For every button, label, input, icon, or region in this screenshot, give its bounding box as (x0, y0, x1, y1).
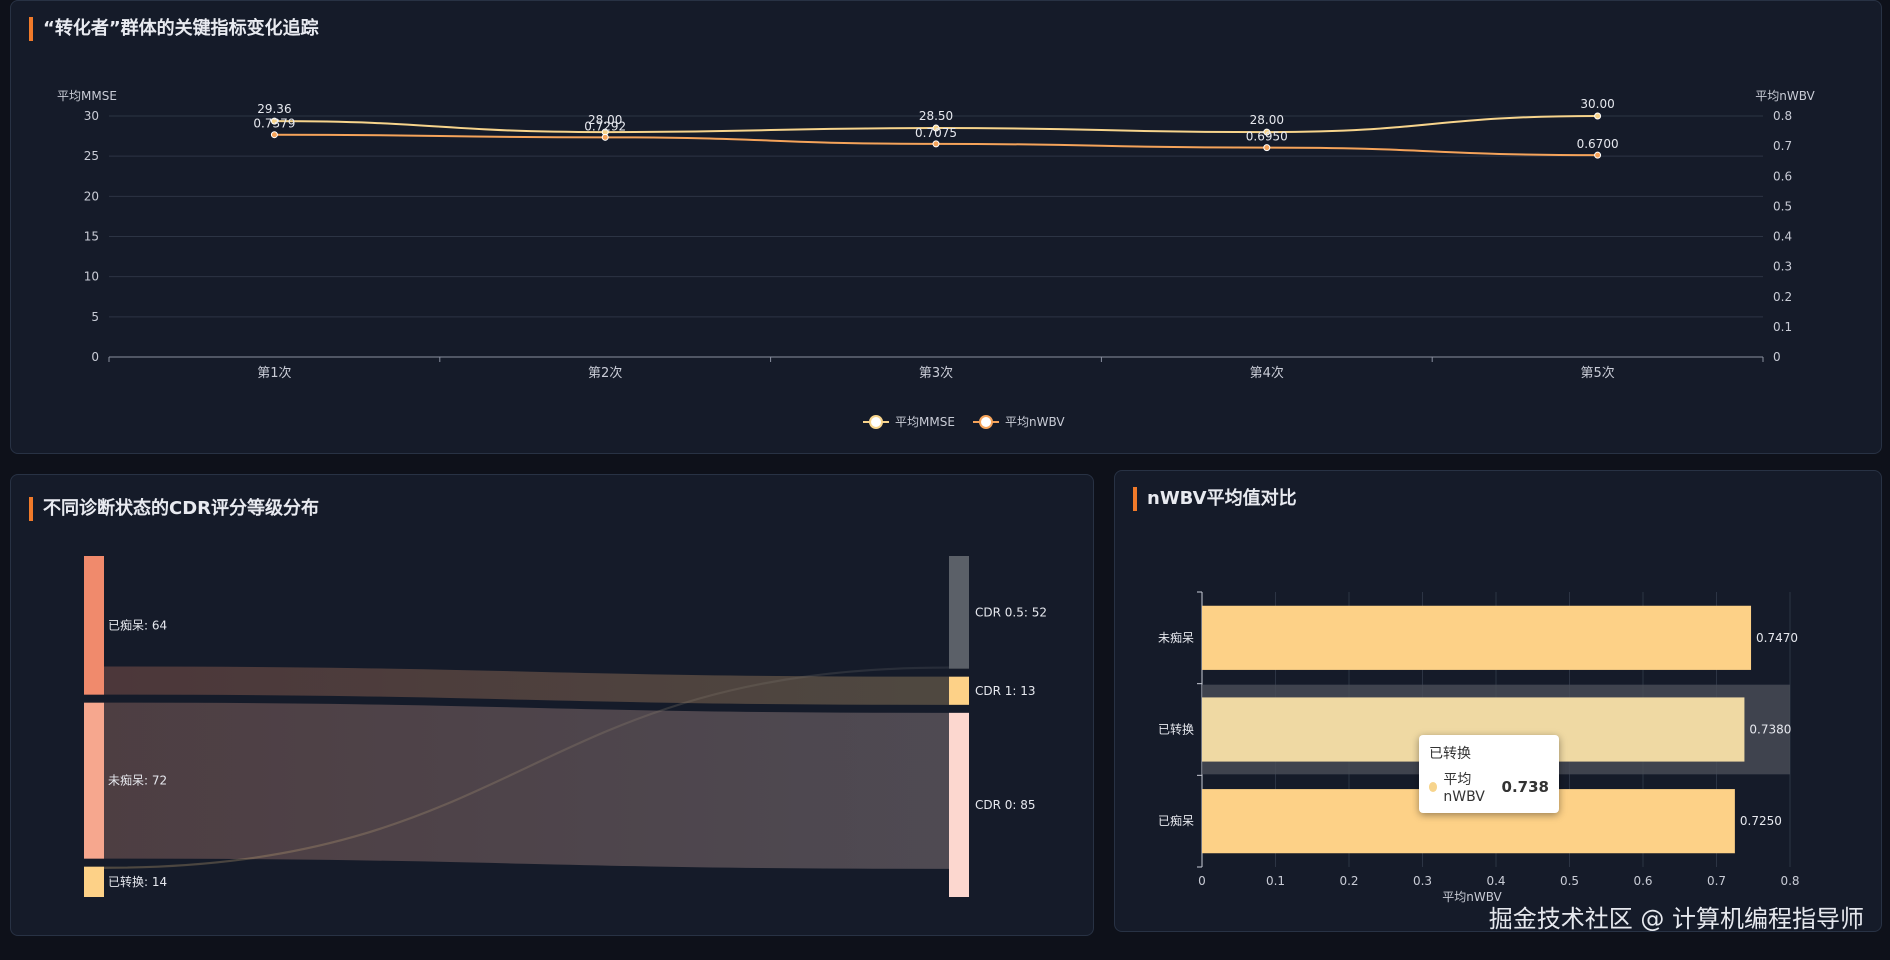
data-label: 28.00 (588, 113, 622, 127)
series-point (1263, 144, 1271, 152)
y-left-tick-label: 15 (84, 230, 99, 244)
panel-title: nWBV平均值对比 (1133, 487, 1297, 511)
y-left-tick-label: 30 (84, 109, 99, 123)
sankey-chart: 已痴呆: 64 未痴呆: 72 已转换: 14 CDR 0.5: 52 CDR 1: 1… (84, 556, 1047, 898)
bar (1202, 605, 1752, 670)
legend-label: 平均nWBV (1005, 415, 1065, 429)
x-tick-label: 0.6 (1633, 874, 1652, 888)
y-left-axis-title: 平均MMSE (57, 89, 117, 103)
data-label: 0.7075 (915, 126, 957, 140)
data-label: 28.50 (919, 109, 953, 123)
y-right-tick-label: 0 (1773, 350, 1781, 364)
watermark-text: 掘金技术社区 @ 计算机编程指导师 (1488, 905, 1864, 933)
y-right-tick-label: 0.7 (1773, 139, 1792, 153)
tooltip-title: 已转换 (1429, 746, 1471, 762)
data-label: 29.36 (257, 102, 291, 116)
y-right-tick-label: 0.2 (1773, 290, 1792, 304)
panel-title: 不同诊断状态的CDR评分等级分布 (29, 497, 319, 521)
x-tick-label: 0.5 (1560, 874, 1579, 888)
sankey-link (103, 666, 950, 705)
series-point (1263, 128, 1271, 136)
x-tick-label: 第5次 (1580, 365, 1614, 381)
y-right-tick-label: 0.1 (1773, 320, 1792, 334)
bar-tooltip: 已转换 平均nWBV 0.738 (1419, 735, 1559, 813)
series-point (1594, 151, 1602, 159)
panel-cdr-distribution: 不同诊断状态的CDR评分等级分布 已痴呆: 64 未痴呆: 72 已转换: 14 CD… (10, 474, 1094, 936)
legend-marker (869, 415, 883, 429)
y-left-tick-label: 0 (91, 350, 99, 364)
sankey-node-label: CDR 1: 13 (975, 684, 1036, 698)
data-label: 0.7379 (253, 117, 295, 131)
x-tick-label: 第2次 (588, 365, 622, 381)
x-axis-title: 平均nWBV (1442, 890, 1502, 904)
sankey-source-node (84, 702, 104, 859)
y-right-tick-label: 0.5 (1773, 199, 1792, 213)
line-chart: 0 5 10 15 20 25 30 0 0.1 0.2 0.3 0.4 0.5 0.6 0.7 0.8 平均M… (57, 89, 1816, 429)
series-point (932, 140, 940, 148)
series-point (270, 117, 278, 125)
bar-value-label: 0.7470 (1756, 631, 1798, 645)
legend-label: 平均MMSE (895, 415, 955, 429)
y-tick-label: 未痴呆 (1158, 630, 1194, 645)
panel-title: “转化者”群体的关键指标变化追踪 (29, 17, 319, 41)
data-label: 28.00 (1250, 113, 1284, 127)
bar-value-label: 0.7250 (1740, 814, 1782, 828)
series-point (601, 133, 609, 141)
legend-marker (979, 415, 993, 429)
x-tick-label: 0.4 (1486, 874, 1505, 888)
panel-indicator-tracking: “转化者”群体的关键指标变化追踪 0 5 10 15 20 25 30 0 0.1 0.2 0.3 0… (10, 0, 1882, 454)
x-tick-label: 0 (1198, 874, 1206, 888)
x-tick-label: 第4次 (1250, 365, 1284, 381)
y-left-tick-label: 5 (91, 310, 99, 324)
y-right-tick-label: 0.8 (1773, 109, 1792, 123)
x-tick-label: 0.1 (1266, 874, 1285, 888)
series-point (1594, 112, 1602, 120)
sankey-target-node (949, 676, 969, 705)
sankey-link (103, 702, 950, 869)
tooltip-value: 0.738 (1501, 778, 1549, 796)
y-left-tick-label: 25 (84, 149, 99, 163)
x-tick-label: 第3次 (919, 365, 953, 381)
sankey-link (103, 666, 950, 869)
sankey-node-label: CDR 0: 85 (975, 798, 1036, 812)
x-tick-label: 第1次 (257, 365, 291, 381)
y-tick-label: 已痴呆 (1158, 813, 1194, 828)
y-right-tick-label: 0.6 (1773, 169, 1792, 183)
sankey-node-label: 已转换: 14 (108, 874, 167, 889)
x-tick-label: 0.2 (1339, 874, 1358, 888)
sankey-target-node (949, 712, 969, 897)
sankey-node-label: CDR 0.5: 52 (975, 605, 1047, 619)
tooltip-series-name: 平均nWBV (1443, 772, 1485, 805)
sankey-node-label: 未痴呆: 72 (108, 773, 167, 788)
bar-chart: 0 0.1 0.2 0.3 0.4 0.5 0.6 0.7 0.8 平均nWBV 0.7470 未痴呆… (1158, 591, 1800, 904)
data-label: 0.6950 (1246, 130, 1288, 144)
y-left-tick-label: 10 (84, 270, 99, 284)
data-label: 0.7292 (584, 119, 626, 133)
series-point (270, 131, 278, 139)
sankey-node-label: 已痴呆: 64 (108, 617, 167, 632)
y-right-tick-label: 0.4 (1773, 230, 1792, 244)
data-label: 0.6700 (1577, 137, 1619, 151)
y-tick-label: 已转换 (1158, 722, 1194, 737)
data-label: 30.00 (1580, 97, 1614, 111)
y-right-axis-title: 平均nWBV (1755, 89, 1815, 103)
y-right-tick-label: 0.3 (1773, 260, 1792, 274)
x-tick-label: 0.7 (1707, 874, 1726, 888)
x-tick-label: 0.8 (1780, 874, 1799, 888)
sankey-target-node (949, 556, 969, 669)
x-tick-label: 0.3 (1413, 874, 1432, 888)
bar-value-label: 0.7380 (1749, 723, 1791, 737)
panel-nwbv-compare: nWBV平均值对比 0 0.1 0.2 0.3 0.4 0.5 0.6 0.7 0.8 平均nWB… (1114, 470, 1882, 932)
series-point (932, 124, 940, 132)
sankey-source-node (84, 866, 104, 897)
tooltip-series-dot (1429, 782, 1438, 792)
y-left-tick-label: 20 (84, 189, 99, 203)
sankey-source-node (84, 556, 104, 695)
